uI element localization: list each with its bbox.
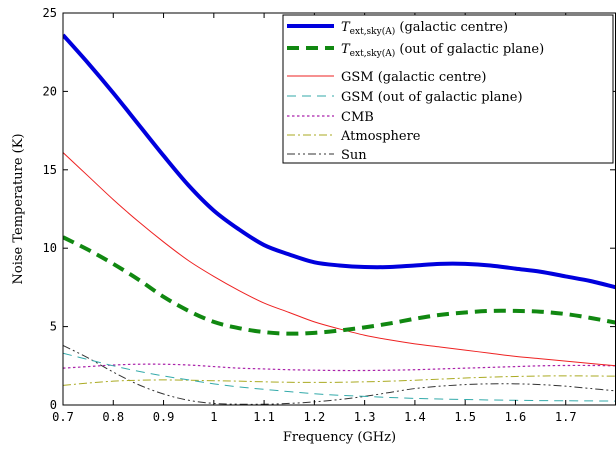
x-tick-label: 0.7 [52,410,74,424]
y-axis-label: Noise Temperature (K) [11,133,26,284]
y-tick-label: 5 [50,320,57,334]
series-layer [63,33,616,405]
legend-label-6: Sun [341,148,367,163]
tick-layer: 0.7 0.8 0.9 1 1.1 1.2 1.3 1.4 1.5 1.6 1.7 0 5 10 15 20 2… [43,6,615,424]
legend-label-sub: ext,sky(A) [350,26,396,37]
x-tick-label: 1 [210,410,217,424]
x-tick-label: 1.4 [404,410,426,424]
series-line-5 [63,375,616,386]
y-tick-label: 0 [50,398,57,412]
y-tick-label: 20 [43,84,57,98]
legend-label-3: GSM (out of galactic plane) [341,90,523,105]
x-tick-label: 1.6 [505,410,527,424]
series-line-3 [63,352,616,402]
legend-label-suffix: (out of galactic plane) [395,42,544,57]
x-tick-label: 1.2 [304,410,326,424]
x-tick-label: 1.5 [454,410,476,424]
legend-label-2: GSM (galactic centre) [341,70,486,85]
series-line-1 [63,235,616,336]
legend-label-main: T [341,42,351,57]
x-axis-label: Frequency (GHz) [283,430,396,445]
series-line-4 [63,363,616,372]
y-tick-label: 10 [43,241,57,255]
y-tick-label: 15 [43,163,57,177]
series-line-0 [63,33,616,290]
legend-box [282,14,614,164]
x-tick-label: 1.1 [253,410,275,424]
y-tick-label: 25 [43,6,57,20]
legend-label-suffix: (galactic centre) [395,20,508,35]
legend-label-5: Atmosphere [340,129,421,144]
legend-label-sub: ext,sky(A) [350,48,396,59]
series-line-2 [63,152,616,367]
legend-label-0: Text,sky(A) (galactic centre) [341,20,508,37]
series-line-6 [63,344,616,405]
x-tick-label: 0.8 [102,410,124,424]
legend-label-4: CMB [341,110,374,125]
legend-label-1: Text,sky(A) (out of galactic plane) [341,42,544,59]
x-tick-label: 0.9 [153,410,175,424]
legend: Text,sky(A) (galactic centre)Text,sky(A)… [282,14,614,164]
x-tick-label: 1.3 [354,410,376,424]
x-tick-label: 1.7 [555,410,577,424]
legend-label-main: T [341,20,351,35]
